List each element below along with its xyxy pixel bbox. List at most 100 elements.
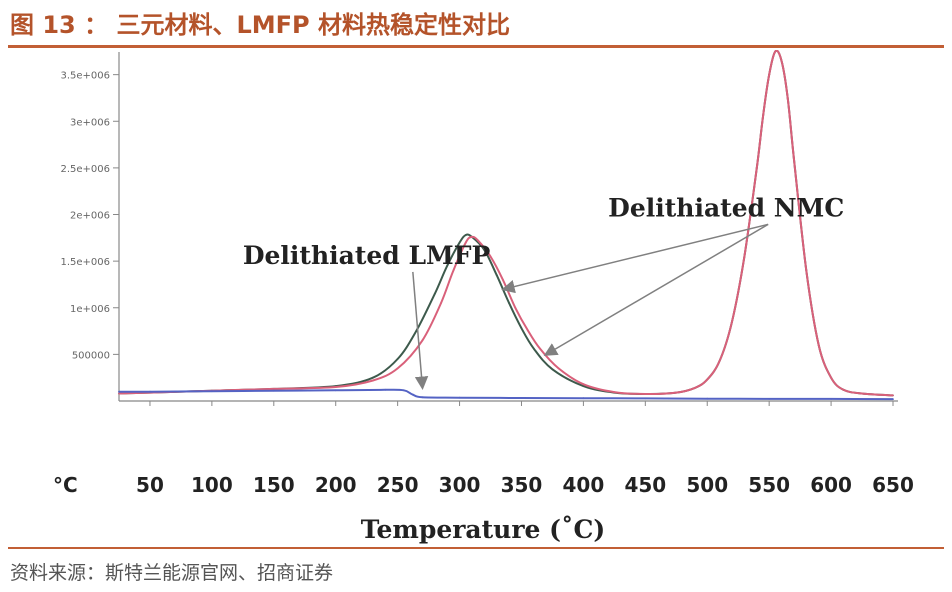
data-point xyxy=(514,306,517,309)
data-point xyxy=(272,389,275,392)
data-point xyxy=(495,274,498,276)
data-point xyxy=(489,255,492,258)
y-tick-label: 500000 xyxy=(72,350,110,361)
data-point xyxy=(892,394,894,397)
data-point xyxy=(842,388,845,391)
data-point xyxy=(440,302,442,304)
data-point xyxy=(211,390,213,393)
x-tick-label: 100 xyxy=(191,473,233,497)
data-point xyxy=(411,393,414,396)
x-tick-label: 200 xyxy=(315,473,357,497)
data-point xyxy=(471,236,473,238)
data-point xyxy=(830,376,832,379)
source-rule xyxy=(8,547,944,549)
data-point xyxy=(892,398,894,400)
data-point xyxy=(706,378,709,381)
data-point xyxy=(421,396,424,399)
data-point xyxy=(384,388,387,391)
annotation-label: Delithiated LMFP xyxy=(243,241,491,270)
data-point xyxy=(372,379,374,382)
data-point xyxy=(718,360,721,362)
x-tick-label: 500 xyxy=(686,473,728,497)
data-point xyxy=(830,398,832,400)
y-tick-label: 3.5e+006 xyxy=(60,71,110,82)
data-point xyxy=(272,388,275,390)
data-point xyxy=(372,376,374,379)
data-point xyxy=(464,234,467,236)
annotation-arrow xyxy=(501,223,769,294)
data-point xyxy=(613,391,616,393)
data-point xyxy=(582,385,585,387)
data-point xyxy=(433,292,436,295)
data-point xyxy=(582,383,585,386)
data-point xyxy=(477,239,479,242)
data-point xyxy=(520,397,523,399)
data-point xyxy=(780,59,783,62)
y-tick-label: 2.5e+006 xyxy=(60,164,110,175)
x-tick-label: 350 xyxy=(501,473,543,497)
title-rule xyxy=(8,45,944,48)
data-point xyxy=(402,389,405,392)
source-note: 资料来源：斯特兰能源官网、招商证券 xyxy=(10,562,334,584)
data-point xyxy=(774,50,777,53)
chart: 500000 1e+006 1.5e+006 2e+006 2.5e+006 3e+006… xyxy=(8,50,944,546)
y-tick-label: 3e+006 xyxy=(70,117,110,128)
data-point xyxy=(520,327,523,330)
data-point xyxy=(743,255,746,258)
y-tick-label: 1e+006 xyxy=(70,304,110,315)
data-point xyxy=(452,269,455,272)
x-tick-label: 300 xyxy=(439,473,481,497)
data-point xyxy=(675,391,678,394)
data-point xyxy=(334,386,337,388)
data-point xyxy=(334,389,337,392)
data-point xyxy=(396,358,399,360)
x-axis-title: Temperature (˚C) xyxy=(361,515,605,544)
x-tick-label: 550 xyxy=(748,473,790,497)
data-point xyxy=(118,390,120,393)
chart-background xyxy=(8,50,944,546)
y-tick-label: 2e+006 xyxy=(70,211,110,222)
annotation-arrow xyxy=(412,271,429,391)
x-unit-label: °C xyxy=(53,473,78,497)
x-tick-label: 400 xyxy=(563,473,605,497)
data-point xyxy=(149,390,151,393)
data-point xyxy=(644,393,647,395)
data-point xyxy=(557,367,560,370)
data-point xyxy=(118,392,120,395)
data-point xyxy=(502,278,504,281)
data-point xyxy=(706,397,709,400)
data-point xyxy=(762,115,764,118)
data-point xyxy=(582,397,585,400)
annotation-arrow xyxy=(543,223,769,356)
x-tick-label: 450 xyxy=(624,473,666,497)
data-point xyxy=(533,347,535,350)
x-tick-label: 600 xyxy=(810,473,852,497)
annotation-label: Delithiated NMC xyxy=(608,193,844,222)
data-point xyxy=(786,97,789,99)
x-tick-label: 50 xyxy=(136,473,164,497)
data-point xyxy=(755,167,758,169)
data-point xyxy=(793,157,795,160)
x-tick-label: 150 xyxy=(253,473,295,497)
data-point xyxy=(396,367,399,370)
data-point xyxy=(526,329,529,331)
data-point xyxy=(415,330,418,332)
data-point xyxy=(458,396,461,399)
data-point xyxy=(768,398,771,400)
data-point xyxy=(551,368,554,371)
data-point xyxy=(768,73,771,76)
data-point xyxy=(861,392,863,395)
data-point xyxy=(817,344,820,346)
data-point xyxy=(508,302,510,304)
data-point xyxy=(731,320,733,323)
x-tick-label: 250 xyxy=(377,473,419,497)
y-tick-label: 1.5e+006 xyxy=(60,257,110,268)
data-point xyxy=(464,241,467,244)
data-point xyxy=(446,264,449,267)
data-point xyxy=(539,347,541,350)
data-point xyxy=(421,339,424,342)
x-tick-label: 650 xyxy=(872,473,914,497)
data-point xyxy=(644,397,647,400)
figure-title: 图 13 ： 三元材料、LMFP 材料热稳定性对比 xyxy=(10,11,510,39)
data-point xyxy=(694,387,696,389)
